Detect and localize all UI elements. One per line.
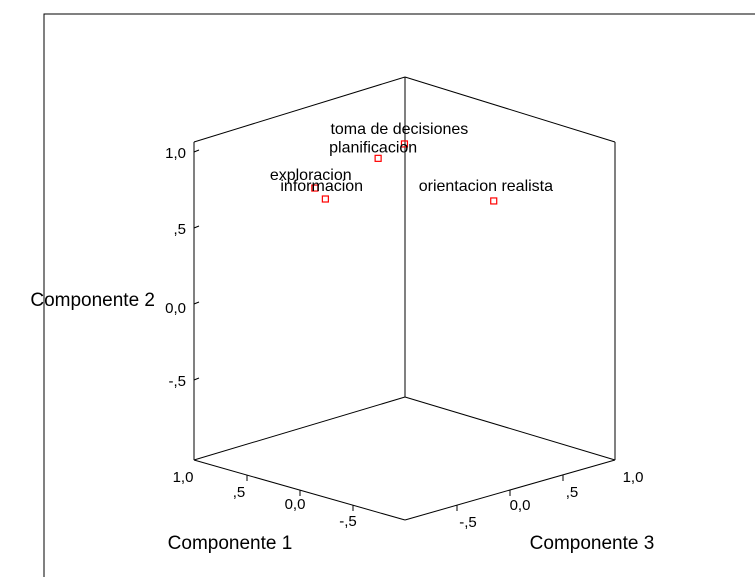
data-point-label: planificacion xyxy=(329,139,417,156)
y-axis-title: Componente 2 xyxy=(30,290,155,311)
x-axis-title: Componente 1 xyxy=(168,533,293,554)
x-tick-label: ,5 xyxy=(233,484,246,501)
y-tick-mark xyxy=(193,225,200,229)
data-point-marker xyxy=(311,184,319,192)
box-edge xyxy=(193,76,406,143)
x-tick-label: 0,0 xyxy=(285,496,306,513)
y-tick-label: -,5 xyxy=(168,373,186,390)
chart-frame xyxy=(43,13,755,577)
y-tick-mark xyxy=(193,377,200,381)
y-tick-mark xyxy=(193,149,200,153)
tick-marks xyxy=(193,149,564,511)
data-point-label: toma de decisiones xyxy=(330,121,468,138)
data-point-label: orientacion realista xyxy=(419,178,553,195)
y-tick-label: ,5 xyxy=(173,221,186,238)
y-tick-label: 1,0 xyxy=(165,145,186,162)
z-tick-label: -,5 xyxy=(459,514,477,531)
x-tick-label: 1,0 xyxy=(173,469,194,486)
box-edge xyxy=(404,396,616,461)
data-point-marker xyxy=(490,197,498,205)
data-point-label: informacion xyxy=(280,178,363,195)
data-point-marker xyxy=(400,140,409,148)
x-tick-label: -,5 xyxy=(339,513,357,530)
z-tick-label: 1,0 xyxy=(623,469,644,486)
data-point-marker xyxy=(321,195,329,203)
y-tick-mark xyxy=(193,301,200,305)
data-point-marker xyxy=(374,154,382,162)
z-tick-label: 0,0 xyxy=(510,497,531,514)
box-edge xyxy=(193,396,406,461)
z-tick-label: ,5 xyxy=(566,484,579,501)
data-point-label: exploracion xyxy=(270,167,352,184)
box-edge xyxy=(404,76,616,143)
z-axis-title: Componente 3 xyxy=(530,533,655,554)
y-tick-label: 0,0 xyxy=(165,300,186,317)
